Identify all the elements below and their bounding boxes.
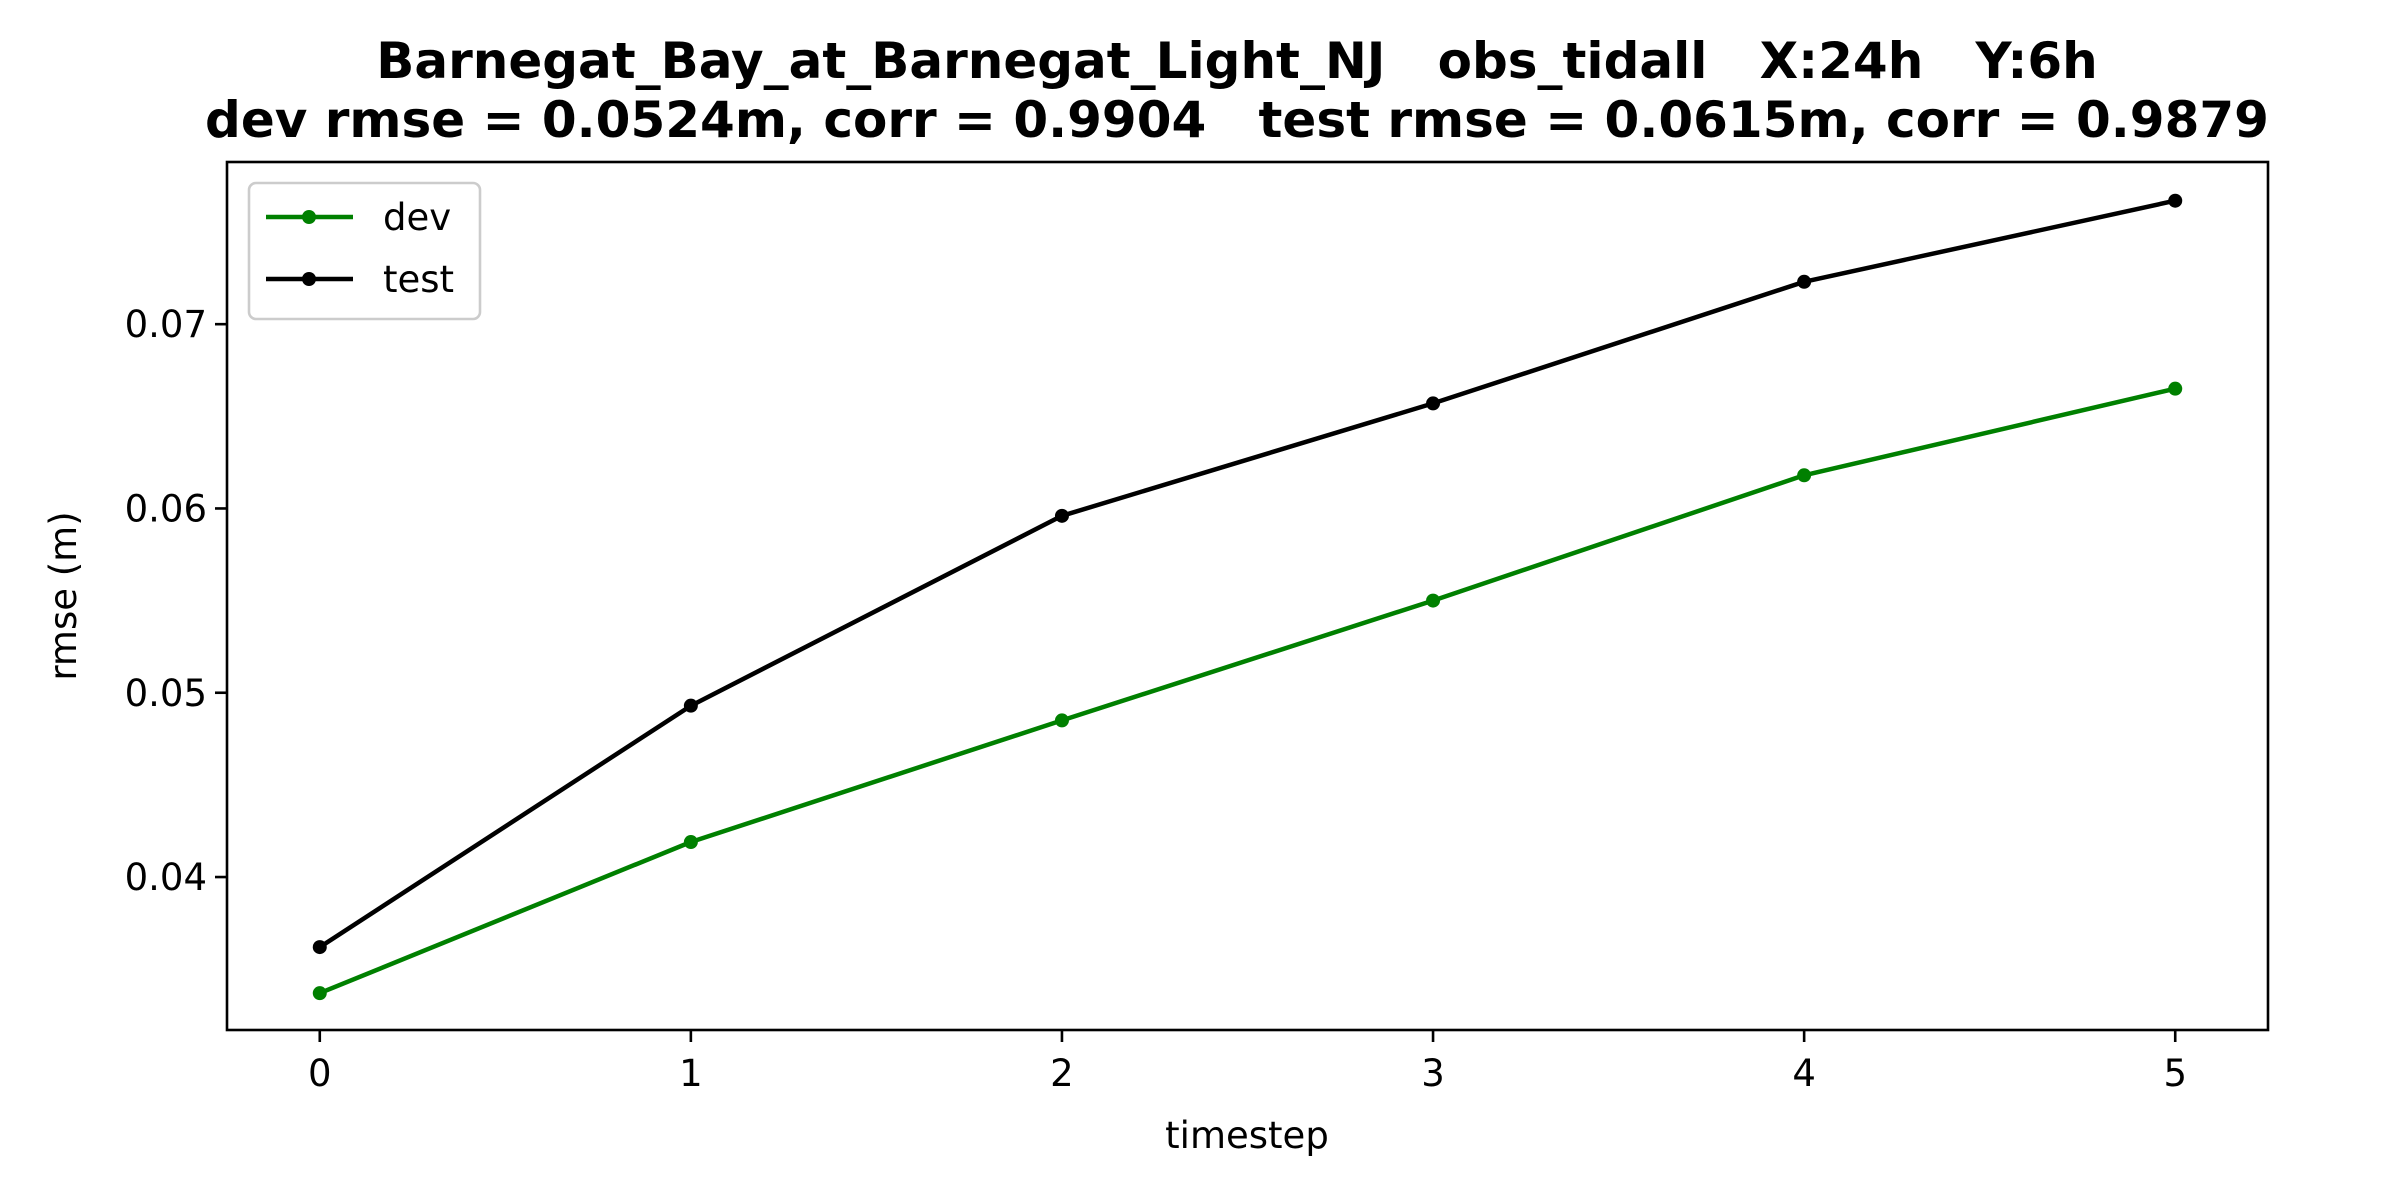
data-point-dev [1054,713,1069,728]
data-point-dev [312,986,327,1001]
x-tick-label: 1 [679,1052,703,1095]
data-point-test [1797,274,1812,289]
x-tick-label: 2 [1050,1052,1074,1095]
legend: dev test [247,181,482,321]
legend-label-test: test [383,258,454,301]
data-point-test [312,940,327,955]
series-lines [312,193,2183,1001]
x-tick-label: 4 [1792,1052,1816,1095]
data-point-dev [2168,381,2183,396]
legend-marker-test [302,272,316,286]
chart-title: Barnegat_Bay_at_Barnegat_Light_NJ obs_ti… [376,32,2098,90]
axes-frame [225,160,2270,1032]
x-tick-label: 3 [1421,1052,1445,1095]
data-point-dev [683,835,698,850]
y-tick-label: 0.06 [125,487,207,530]
axes-ticks: 0 1 2 3 4 5 0.04 0.05 0.06 0.07 [125,303,2187,1095]
x-tick-label: 0 [308,1052,332,1095]
legend-marker-dev [302,210,316,224]
data-point-test [2168,193,2183,208]
data-point-dev [1797,468,1812,483]
data-point-test [683,698,698,713]
y-tick-label: 0.04 [125,856,207,899]
series-line-dev [316,385,2178,997]
y-tick-label: 0.05 [125,672,207,715]
data-point-test [1054,508,1069,523]
data-point-test [1426,396,1441,411]
x-axis-label: timestep [1165,1114,1329,1157]
legend-label-dev: dev [383,196,451,239]
series-line-test [316,198,2178,951]
y-axis-label: rmse (m) [42,511,85,680]
x-tick-label: 5 [2163,1052,2187,1095]
y-tick-label: 0.07 [125,303,207,346]
chart-subtitle: dev rmse = 0.0524m, corr = 0.9904 test r… [205,91,2269,149]
data-point-dev [1426,593,1441,608]
